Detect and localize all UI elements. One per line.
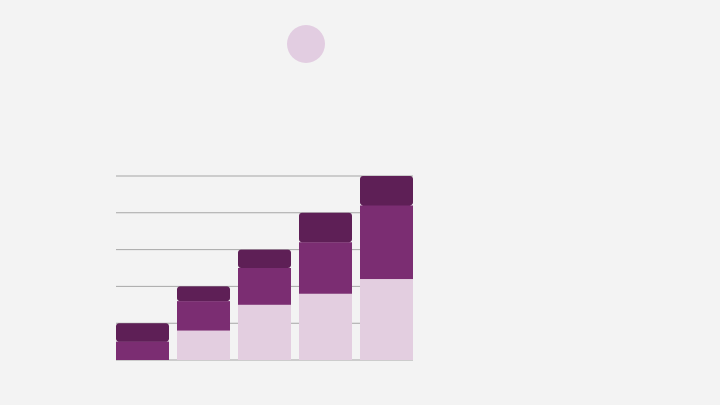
bar-segment — [299, 212, 352, 243]
bar-segment — [360, 205, 413, 280]
bar-segment — [360, 176, 413, 206]
bar-segment — [177, 301, 230, 331]
bar-segment — [360, 279, 413, 360]
bar-segment — [299, 293, 352, 360]
bar-segment — [238, 304, 291, 360]
bar-segment — [238, 249, 291, 268]
bar-segment — [299, 242, 352, 294]
chart — [116, 175, 413, 361]
decoration-circle — [287, 25, 325, 63]
bar-segment — [238, 268, 291, 305]
bar-segment — [116, 323, 169, 342]
bar-segment — [116, 341, 169, 360]
bar-segment — [177, 286, 230, 302]
bar-segment — [177, 330, 230, 360]
